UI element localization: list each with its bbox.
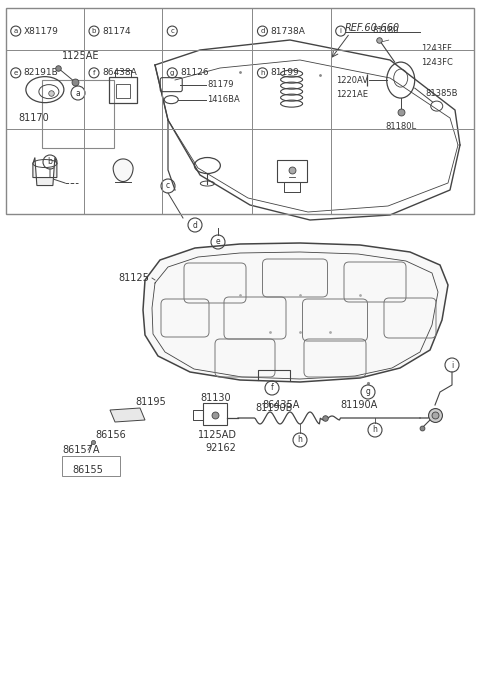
Text: 81180: 81180 (373, 26, 399, 34)
Text: 81180L: 81180L (386, 121, 417, 131)
Text: 81190A: 81190A (340, 400, 377, 410)
Text: 86155: 86155 (72, 465, 103, 475)
Polygon shape (110, 408, 145, 422)
Text: i: i (340, 28, 342, 34)
Text: f: f (93, 70, 95, 76)
Text: 81738A: 81738A (271, 26, 305, 36)
Text: g: g (170, 70, 174, 76)
Text: e: e (216, 237, 220, 247)
Text: 81170: 81170 (18, 113, 49, 123)
Text: 81385B: 81385B (426, 88, 458, 98)
Text: 81190B: 81190B (255, 403, 292, 413)
Bar (276, 160, 307, 181)
Text: 86435A: 86435A (262, 400, 300, 410)
Text: 1416BA: 1416BA (207, 95, 240, 104)
Text: f: f (271, 384, 274, 392)
Text: h: h (372, 425, 377, 435)
Polygon shape (113, 159, 133, 181)
Bar (42, 80, 114, 148)
Text: i: i (451, 361, 453, 369)
Text: a: a (76, 88, 80, 98)
Text: b: b (48, 158, 52, 166)
Text: 1125AD: 1125AD (198, 430, 237, 440)
Text: 81125: 81125 (118, 273, 149, 283)
Text: 81126: 81126 (180, 68, 209, 78)
Text: 92162: 92162 (205, 443, 236, 453)
Text: g: g (366, 388, 371, 396)
Text: X81179: X81179 (24, 26, 59, 36)
Text: 1220AV: 1220AV (336, 75, 368, 85)
Text: 1243FF: 1243FF (420, 44, 452, 53)
Text: h: h (298, 435, 302, 444)
Text: a: a (13, 28, 18, 34)
Bar (62, 456, 120, 476)
Text: 81195: 81195 (135, 397, 166, 407)
Text: c: c (170, 28, 174, 34)
Text: 81179: 81179 (207, 80, 234, 89)
Text: c: c (166, 181, 170, 191)
Text: d: d (260, 28, 264, 34)
Text: 1243FC: 1243FC (420, 57, 453, 67)
Bar (203, 403, 227, 425)
Polygon shape (33, 158, 57, 185)
Bar (109, 77, 137, 102)
Text: 86156: 86156 (95, 430, 126, 440)
Bar (6, 8, 474, 214)
Text: 1221AE: 1221AE (336, 90, 368, 98)
Text: d: d (192, 220, 197, 230)
Text: e: e (13, 70, 18, 76)
Text: REF.60-660: REF.60-660 (345, 23, 400, 33)
Text: 81174: 81174 (102, 26, 131, 36)
Polygon shape (143, 243, 448, 382)
Text: 82191B: 82191B (24, 68, 59, 78)
Text: 86438A: 86438A (102, 68, 137, 78)
Text: 81130: 81130 (200, 393, 230, 403)
Bar (116, 84, 130, 98)
Text: b: b (92, 28, 96, 34)
Text: 1125AE: 1125AE (62, 51, 99, 61)
Text: 86157A: 86157A (62, 445, 99, 455)
Text: 81199: 81199 (271, 68, 299, 78)
Text: h: h (260, 70, 265, 76)
